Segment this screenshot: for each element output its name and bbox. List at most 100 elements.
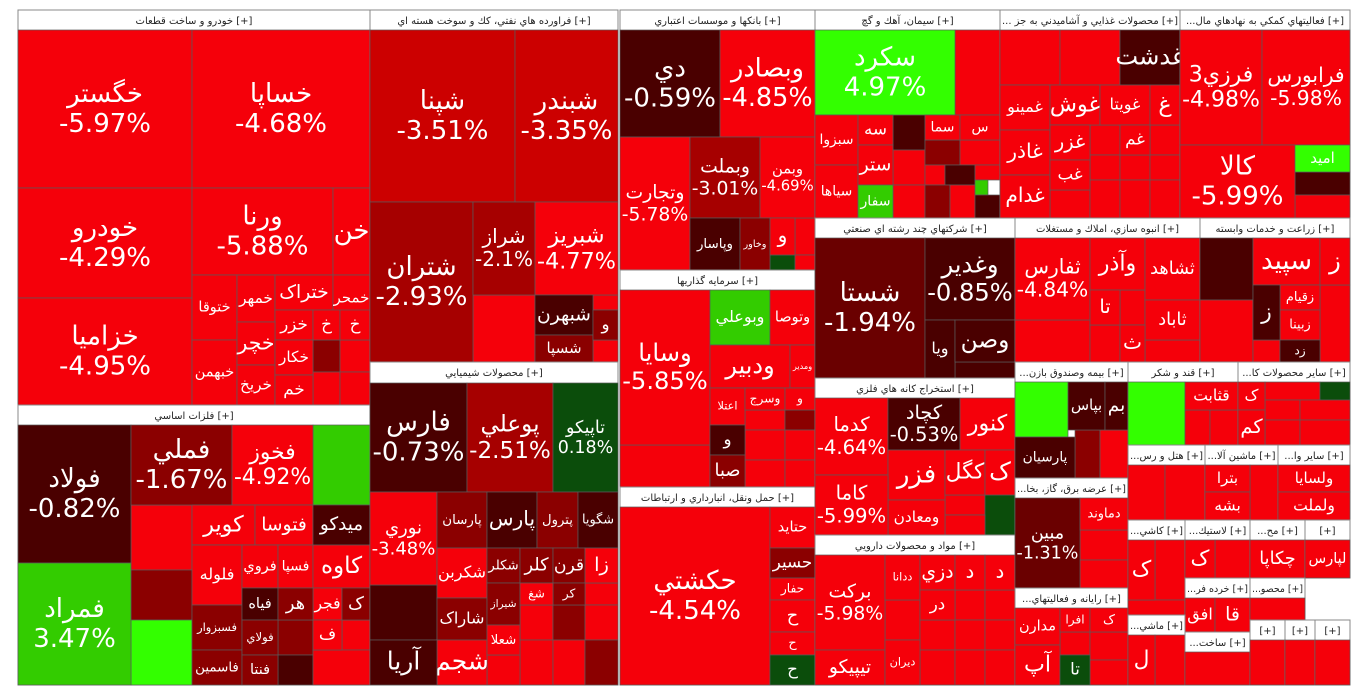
tile	[341, 619, 371, 651]
sector: محصولات شيميايي [+] فارس-0.73% پوعلي-2.51%…	[369, 361, 619, 686]
tile-name: هر	[285, 593, 305, 614]
tile-name: حتاید	[778, 520, 807, 536]
sector: [+]	[1314, 619, 1351, 686]
tile-name: فارس	[386, 408, 451, 438]
sector: ...محصو [+]	[1249, 577, 1306, 621]
tile-name: کگل	[946, 459, 985, 485]
tile	[1277, 464, 1351, 493]
tile-name: ولملت	[1293, 497, 1335, 516]
tile	[17, 297, 193, 406]
sector-title: ...ساير وا [+]	[1284, 451, 1344, 462]
tile	[814, 237, 926, 379]
tile-change: -4.29%	[59, 243, 151, 273]
tile	[191, 187, 334, 276]
tile	[277, 654, 314, 686]
tile	[974, 164, 1001, 181]
tile-name: تاپیکو	[565, 418, 605, 438]
tile	[1304, 539, 1351, 579]
tile	[949, 184, 976, 219]
sector: ...ماشين آلا [+] بترا بشه	[1204, 444, 1279, 521]
tile-name: غوش	[1050, 92, 1100, 118]
tile	[339, 371, 371, 406]
tile	[1249, 464, 1279, 521]
tile-name: فسپا	[282, 559, 310, 575]
tile	[959, 139, 1001, 166]
tile	[1184, 409, 1211, 446]
tile	[191, 544, 243, 606]
sector-title: ...كاشي [+]	[1130, 526, 1183, 537]
tile	[857, 144, 894, 186]
tile	[924, 184, 951, 219]
tile-name: چکاپا	[1259, 549, 1295, 569]
tile-name: در	[929, 594, 946, 614]
tile-name: تا	[1070, 659, 1080, 679]
tile	[1089, 324, 1121, 363]
tile-name: وغدير	[940, 251, 998, 279]
tile	[1209, 409, 1239, 446]
sector: ...عرضه برق، گاز، بخا [+] مبين-1.31% دماون…	[1014, 477, 1129, 589]
tile-change: 3.47%	[33, 624, 116, 654]
tile	[884, 554, 921, 601]
tile	[1119, 289, 1146, 326]
tile	[534, 201, 619, 296]
sector-title: انبوه سازي، املاك و مستغلات [+]	[1036, 224, 1179, 235]
tile-name: وخاور	[743, 239, 767, 250]
tile	[1319, 381, 1351, 401]
tile	[519, 639, 554, 686]
tile-name: ستر	[859, 155, 892, 176]
tile-name: ک	[348, 593, 364, 614]
tile	[1319, 237, 1351, 286]
tile	[884, 639, 921, 686]
tile-change: -5.99%	[1192, 182, 1284, 212]
tile	[312, 587, 343, 621]
tile-name: فرابورس	[1267, 63, 1344, 87]
tile	[584, 582, 619, 606]
tile	[919, 554, 956, 591]
tile	[17, 424, 132, 564]
tile	[534, 294, 594, 336]
tile	[1049, 189, 1091, 219]
sector: شركتهاي چند رشته اي صنعتي [+] شستا-1.94% و…	[814, 217, 1016, 379]
tile-name: ومدیر	[792, 361, 812, 371]
tile	[592, 294, 619, 311]
tile	[974, 194, 1001, 219]
sector: استخراج كانه هاي فلزي [+]کدما-4.64%کچاد-…	[814, 377, 1016, 536]
tile-change: 4.97%	[844, 73, 927, 103]
tile	[1249, 639, 1286, 686]
tile-name: خن	[334, 216, 370, 246]
tile-name: غدام	[1005, 183, 1045, 207]
tile	[1252, 339, 1281, 363]
tile-change: -4.95%	[59, 352, 151, 382]
tile-name: شغ	[528, 587, 545, 601]
tile-change: -0.53%	[890, 423, 959, 446]
sector-title: محصولات شيميايي [+]	[445, 368, 543, 379]
tile	[436, 639, 488, 686]
tile-name: ثفارس	[1024, 254, 1080, 278]
tile	[857, 184, 894, 219]
sector-title: ...هتل و رس [+]	[1130, 451, 1203, 462]
sector: [+] لپارس	[1304, 519, 1351, 579]
tile-name: شکلر	[487, 559, 518, 574]
tile-name: فزر	[895, 460, 936, 490]
sector: ...هتل و رس [+]	[1127, 444, 1206, 521]
tile	[924, 237, 1016, 321]
tile	[919, 619, 956, 651]
sector: فراورده هاي نفتي، كك و سوخت هسته اي [+] ش…	[369, 9, 619, 363]
tile-name: تیپیکو	[828, 657, 871, 678]
tile-name: خمحر	[333, 289, 370, 307]
tile	[954, 649, 986, 686]
tile	[369, 491, 438, 586]
tile-name: فملي	[153, 435, 211, 465]
tile-name: غ	[1158, 92, 1172, 118]
tile	[1119, 324, 1146, 363]
tile-name: خکار	[278, 348, 309, 366]
tile-name: ز	[1260, 300, 1272, 325]
tile	[472, 294, 536, 363]
tile	[130, 504, 193, 571]
sector-title: استخراج كانه هاي فلزي [+]	[856, 384, 974, 395]
tile	[17, 29, 193, 189]
tile	[534, 334, 594, 363]
tile-name: شکربن	[438, 563, 486, 583]
tile	[619, 136, 691, 271]
